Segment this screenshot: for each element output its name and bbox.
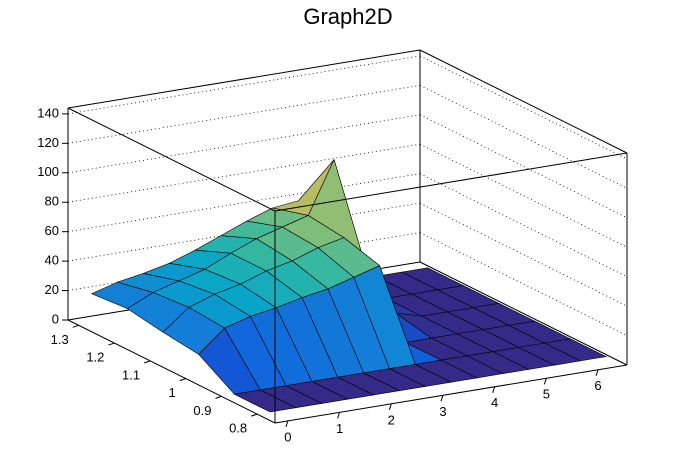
box-edge — [419, 261, 628, 366]
grid-line — [419, 232, 628, 336]
z-tick-label: 80 — [45, 194, 59, 209]
grid-line — [419, 173, 628, 278]
x-tick — [388, 403, 392, 410]
x-tick-label: 2 — [388, 412, 395, 427]
z-tick-label: 20 — [45, 282, 59, 297]
z-tick-label: 0 — [52, 311, 59, 326]
y-tick — [250, 413, 258, 417]
x-tick — [543, 378, 547, 385]
surface-cell — [233, 389, 297, 413]
y-tick-label: 0.9 — [193, 403, 211, 418]
grid-line — [419, 55, 628, 160]
y-tick — [72, 324, 79, 328]
box-edge — [67, 49, 421, 109]
x-tick-label: 6 — [594, 378, 601, 393]
y-tick-label: 0.8 — [229, 421, 247, 436]
y-tick — [143, 360, 151, 364]
z-tick-label: 40 — [45, 253, 59, 268]
grid-line — [419, 143, 628, 248]
y-tick — [215, 395, 222, 399]
y-tick-label: 1.2 — [86, 350, 104, 365]
box-edge — [274, 152, 628, 212]
x-tick-label: 4 — [491, 395, 498, 410]
x-tick-label: 5 — [543, 387, 550, 402]
grid-line — [419, 114, 628, 219]
x-tick-label: 0 — [284, 429, 291, 444]
x-tick — [337, 412, 341, 419]
x-tick — [285, 420, 289, 428]
box-edge — [274, 364, 628, 424]
grid-line — [419, 84, 628, 189]
grid-line — [419, 202, 628, 307]
y-tick-label: 1.3 — [51, 332, 69, 347]
z-tick-label: 100 — [37, 164, 59, 179]
box-edge — [67, 319, 276, 424]
y-tick-label: 1.1 — [122, 367, 140, 382]
x-tick — [492, 386, 496, 393]
box-edge — [419, 49, 628, 154]
x-tick-label: 1 — [336, 421, 343, 436]
y-tick-label: 1 — [169, 385, 176, 400]
box-edge — [67, 107, 276, 212]
x-tick — [595, 369, 599, 376]
y-tick — [179, 378, 186, 382]
z-tick-label: 140 — [37, 105, 59, 120]
z-tick-label: 120 — [37, 135, 59, 150]
y-tick — [108, 342, 115, 346]
chart-title: Graph2D — [303, 4, 392, 29]
x-tick-label: 3 — [439, 404, 446, 419]
z-tick-label: 60 — [45, 223, 59, 238]
x-tick — [440, 395, 444, 402]
